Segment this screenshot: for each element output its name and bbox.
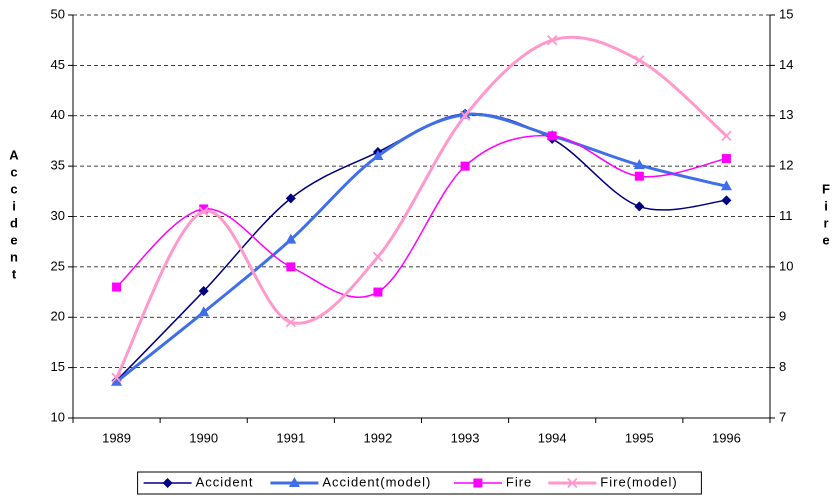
y2-tick-label: 9 [779, 309, 786, 324]
x-tick-label: 1995 [625, 430, 654, 445]
marker [162, 478, 173, 488]
marker [634, 55, 645, 66]
marker [285, 233, 297, 244]
marker [198, 306, 210, 317]
y-tick-label: 50 [51, 6, 65, 21]
marker [198, 206, 209, 217]
marker [112, 282, 122, 292]
marker [460, 161, 470, 171]
marker [111, 375, 123, 386]
marker [634, 171, 644, 181]
legend: Accident Accident(model) Fire Fire(model) [137, 471, 702, 495]
legend-label: Accident(model) [322, 474, 431, 489]
marker [198, 286, 209, 297]
y2-tick-label: 7 [779, 409, 786, 424]
marker [373, 287, 383, 297]
marker [633, 159, 645, 170]
marker [473, 478, 483, 488]
y-tick-label: 20 [51, 309, 65, 324]
y2-tick-label: 13 [779, 107, 793, 122]
series-line [116, 112, 727, 382]
y2-tick-label: 15 [779, 6, 793, 21]
y-tick-label: 25 [51, 258, 65, 273]
marker [547, 131, 557, 141]
series-line [115, 112, 727, 383]
legend-label: Fire(model) [600, 474, 677, 489]
marker [372, 150, 384, 161]
x-tick-label: 1991 [276, 430, 305, 445]
marker [721, 154, 731, 164]
x-tick-label: 1992 [363, 430, 392, 445]
x-tick-label: 1990 [189, 430, 218, 445]
marker [286, 262, 296, 272]
marker [721, 130, 732, 142]
marker [567, 477, 578, 489]
y-tick-label: 35 [51, 158, 65, 173]
y-tick-label: 45 [51, 57, 65, 72]
marker [720, 180, 732, 191]
marker [459, 110, 471, 121]
legend-label: Fire [506, 474, 532, 489]
marker [111, 372, 122, 383]
marker [547, 35, 558, 46]
legend-label: Accident [196, 474, 254, 489]
y2-tick-label: 8 [779, 359, 786, 374]
y2-tick-label: 10 [779, 258, 793, 273]
y2-tick-label: 11 [779, 208, 793, 223]
marker [721, 195, 732, 206]
y-tick-label: 30 [51, 208, 65, 223]
marker [285, 317, 296, 328]
x-tick-label: 1994 [538, 430, 567, 445]
y-tick-label: 10 [51, 409, 65, 424]
x-tick-label: 1996 [712, 430, 741, 445]
marker [372, 251, 384, 262]
y-tick-label: 40 [51, 107, 65, 122]
x-tick-label: 1989 [102, 430, 131, 445]
marker [634, 201, 645, 212]
x-tick-label: 1993 [451, 430, 480, 445]
legend-box [137, 471, 702, 495]
marker [199, 204, 209, 214]
marker [285, 193, 296, 204]
marker [288, 477, 300, 487]
y2-tick-label: 14 [779, 57, 793, 72]
y2-tick-label: 12 [779, 158, 793, 173]
y-tick-label: 15 [51, 359, 65, 374]
